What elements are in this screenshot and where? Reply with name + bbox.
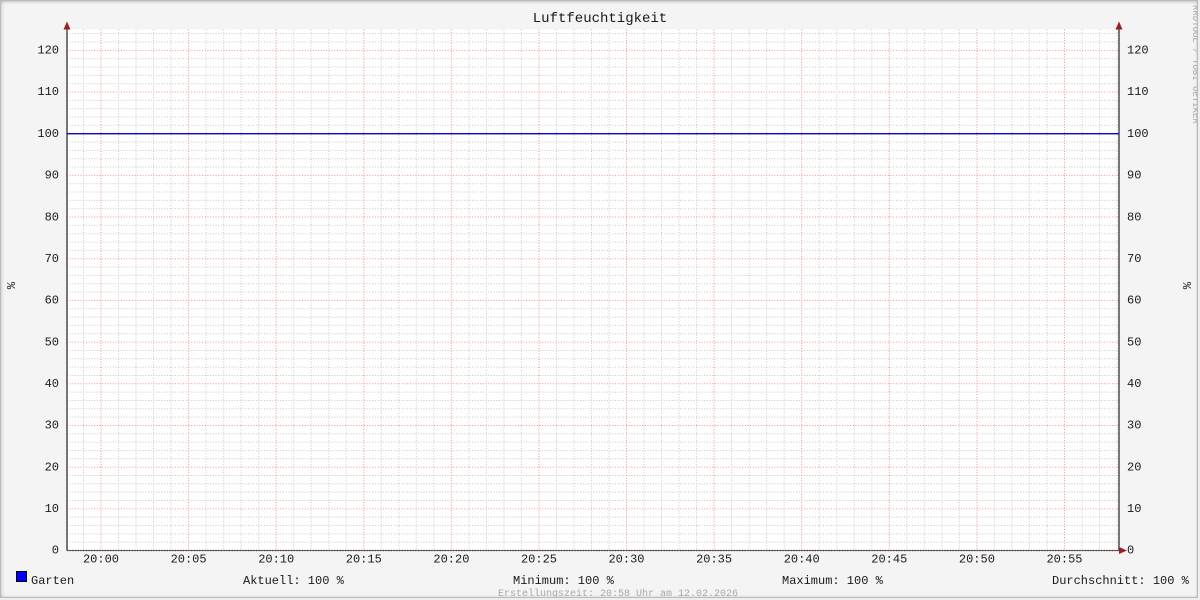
- svg-text:110: 110: [1127, 85, 1149, 99]
- svg-text:100: 100: [1127, 127, 1149, 141]
- svg-text:20:40: 20:40: [784, 553, 820, 567]
- svg-text:10: 10: [1127, 502, 1141, 516]
- svg-text:60: 60: [1127, 294, 1141, 308]
- svg-text:20:30: 20:30: [608, 553, 644, 567]
- svg-text:120: 120: [1127, 44, 1149, 58]
- svg-text:30: 30: [1127, 419, 1141, 433]
- svg-text:20:45: 20:45: [871, 553, 907, 567]
- svg-text:80: 80: [45, 210, 59, 224]
- svg-text:40: 40: [1127, 377, 1141, 391]
- svg-text:20:25: 20:25: [521, 553, 557, 567]
- svg-text:20:10: 20:10: [258, 553, 294, 567]
- svg-text:70: 70: [45, 252, 59, 266]
- svg-text:90: 90: [45, 169, 59, 183]
- svg-text:0: 0: [52, 544, 59, 558]
- svg-text:90: 90: [1127, 169, 1141, 183]
- svg-text:20:00: 20:00: [83, 553, 119, 567]
- svg-text:20:05: 20:05: [171, 553, 207, 567]
- svg-text:20:15: 20:15: [346, 553, 382, 567]
- svg-text:0: 0: [1127, 544, 1134, 558]
- svg-text:70: 70: [1127, 252, 1141, 266]
- svg-text:20:35: 20:35: [696, 553, 732, 567]
- svg-text:60: 60: [45, 294, 59, 308]
- svg-text:110: 110: [37, 85, 59, 99]
- svg-text:120: 120: [37, 44, 59, 58]
- svg-text:50: 50: [1127, 335, 1141, 349]
- svg-text:10: 10: [45, 502, 59, 516]
- svg-text:50: 50: [45, 335, 59, 349]
- svg-text:20:50: 20:50: [959, 553, 995, 567]
- svg-text:30: 30: [45, 419, 59, 433]
- svg-text:20: 20: [45, 460, 59, 474]
- svg-text:100: 100: [37, 127, 59, 141]
- svg-text:20:55: 20:55: [1046, 553, 1082, 567]
- svg-text:20:20: 20:20: [433, 553, 469, 567]
- svg-text:80: 80: [1127, 210, 1141, 224]
- svg-text:40: 40: [45, 377, 59, 391]
- svg-text:20: 20: [1127, 460, 1141, 474]
